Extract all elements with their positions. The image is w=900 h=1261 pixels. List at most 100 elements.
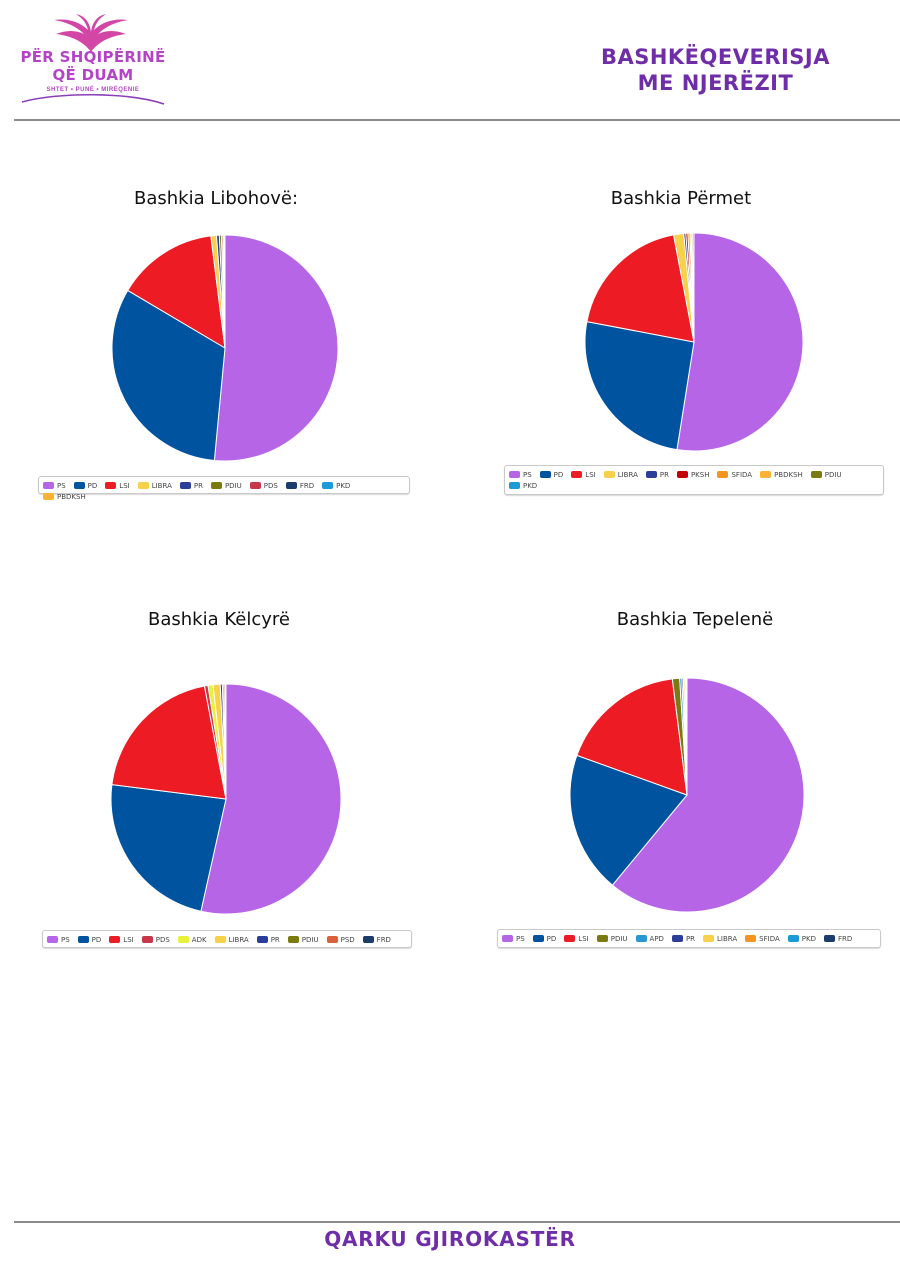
legend-item-ps[interactable]: PS bbox=[502, 933, 525, 944]
legend-label: LIBRA bbox=[717, 934, 738, 943]
chart-title-kelcyre: Bashkia Këlcyrë bbox=[148, 609, 290, 630]
legend-item-pd[interactable]: PD bbox=[539, 469, 564, 480]
legend-item-adk[interactable]: ADK bbox=[177, 934, 207, 945]
legend-item-pr[interactable]: PR bbox=[645, 469, 669, 480]
legend-label: PDS bbox=[263, 481, 278, 490]
legend-swatch bbox=[43, 493, 54, 500]
legend-item-pbdksh[interactable]: PBDKSH bbox=[760, 469, 803, 480]
legend-swatch bbox=[509, 471, 520, 478]
legend-swatch bbox=[645, 471, 657, 478]
legend-label: PD bbox=[87, 481, 98, 490]
legend-permet: PS PD LSI LIBRA PR PKSH SFIDA PBDKSH PDIU PKD bbox=[504, 465, 884, 495]
legend-item-pd[interactable]: PD bbox=[73, 480, 98, 491]
legend-label: PD bbox=[553, 470, 564, 479]
legend-kelcyre: PS PD LSI PDS ADK LIBRA PR PDIU PSD FRD bbox=[42, 930, 412, 948]
legend-label: PDIU bbox=[224, 481, 242, 490]
legend-item-pd[interactable]: PD bbox=[77, 934, 102, 945]
legend-label: SFIDA bbox=[759, 934, 780, 943]
logo-swoosh-icon bbox=[21, 93, 165, 105]
legend-item-pds[interactable]: PDS bbox=[141, 934, 170, 945]
legend-item-frd[interactable]: FRD bbox=[362, 934, 391, 945]
eagle-emblem-icon bbox=[54, 14, 128, 52]
pie-slice-ps bbox=[611, 677, 805, 913]
legend-item-apd[interactable]: APD bbox=[635, 933, 664, 944]
legend-swatch bbox=[249, 482, 261, 489]
pie-slice-pd bbox=[110, 784, 227, 912]
legend-label: PR bbox=[270, 935, 280, 944]
legend-item-pds[interactable]: PDS bbox=[249, 480, 278, 491]
legend-item-pkd[interactable]: PKD bbox=[509, 480, 537, 491]
legend-item-pdiu[interactable]: PDIU bbox=[287, 934, 319, 945]
legend-label: LSI bbox=[123, 935, 134, 944]
legend-label: PD bbox=[91, 935, 102, 944]
legend-item-libra[interactable]: LIBRA bbox=[137, 480, 172, 491]
pie-slice-lsi bbox=[576, 678, 688, 796]
legend-item-pbdksh[interactable]: PBDKSH bbox=[43, 491, 86, 502]
legend-item-pdiu[interactable]: PDIU bbox=[596, 933, 628, 944]
legend-label: PS bbox=[523, 470, 532, 479]
legend-label: FRD bbox=[299, 481, 315, 490]
legend-item-pd[interactable]: PD bbox=[532, 933, 556, 944]
footer-divider bbox=[14, 1221, 900, 1223]
legend-swatch bbox=[810, 471, 822, 478]
legend-item-psd[interactable]: PSD bbox=[326, 934, 355, 945]
chart-title-libohove: Bashkia Libohovë: bbox=[133, 188, 299, 209]
legend-item-pr[interactable]: PR bbox=[671, 933, 696, 944]
legend-tepelene: PS PD LSI PDIU APD PR LIBRA SFIDA PKD FRD bbox=[497, 929, 881, 948]
legend-swatch bbox=[137, 482, 149, 489]
legend-item-sfida[interactable]: SFIDA bbox=[745, 933, 780, 944]
legend-item-pkd[interactable]: PKD bbox=[322, 480, 350, 491]
legend-item-libra[interactable]: LIBRA bbox=[214, 934, 249, 945]
legend-swatch bbox=[509, 482, 520, 489]
legend-label: PDIU bbox=[610, 934, 628, 943]
legend-item-ps[interactable]: PS bbox=[47, 934, 70, 945]
header-title-line2: ME NJERËZIT bbox=[637, 71, 794, 95]
legend-label: PKD bbox=[336, 481, 351, 490]
legend-item-lsi[interactable]: LSI bbox=[105, 480, 130, 491]
legend-item-sfida[interactable]: SFIDA bbox=[717, 469, 752, 480]
pie-slice-ps bbox=[213, 234, 339, 462]
pie-slice-ps bbox=[200, 683, 342, 915]
legend-label: APD bbox=[649, 934, 664, 943]
legend-item-pdiu[interactable]: PDIU bbox=[810, 469, 842, 480]
legend-item-ps[interactable]: PS bbox=[509, 469, 532, 480]
legend-swatch bbox=[823, 935, 835, 942]
legend-item-lsi[interactable]: LSI bbox=[571, 469, 596, 480]
legend-swatch bbox=[603, 471, 615, 478]
legend-swatch bbox=[256, 936, 268, 943]
legend-item-ps[interactable]: PS bbox=[43, 480, 66, 491]
legend-swatch bbox=[177, 936, 189, 943]
legend-label: PDIU bbox=[301, 935, 319, 944]
legend-item-pr[interactable]: PR bbox=[256, 934, 280, 945]
legend-item-frd[interactable]: FRD bbox=[285, 480, 315, 491]
pie-slice-lsi bbox=[586, 234, 695, 343]
legend-item-pr[interactable]: PR bbox=[179, 480, 203, 491]
legend-label: PKSH bbox=[690, 470, 710, 479]
pie-slice-pd bbox=[111, 289, 226, 462]
legend-swatch bbox=[326, 936, 338, 943]
legend-item-lsi[interactable]: LSI bbox=[564, 933, 589, 944]
legend-item-lsi[interactable]: LSI bbox=[109, 934, 134, 945]
chart-title-tepelene: Bashkia Tepelenë bbox=[616, 609, 774, 630]
legend-swatch bbox=[73, 482, 85, 489]
logo-text-line2: QË DUAM bbox=[52, 66, 134, 84]
legend-label: PSD bbox=[340, 935, 355, 944]
legend-item-libra[interactable]: LIBRA bbox=[703, 933, 737, 944]
legend-item-pkd[interactable]: PKD bbox=[787, 933, 816, 944]
pie-slice-frd bbox=[224, 683, 227, 800]
legend-label: PKD bbox=[801, 934, 816, 943]
header-title-line1: BASHKËQEVERISJA bbox=[600, 45, 830, 69]
legend-swatch bbox=[210, 482, 222, 489]
legend-swatch bbox=[109, 936, 121, 943]
legend-item-pksh[interactable]: PKSH bbox=[676, 469, 710, 480]
legend-label: PR bbox=[685, 934, 696, 943]
legend-label: LSI bbox=[578, 934, 589, 943]
legend-item-libra[interactable]: LIBRA bbox=[603, 469, 638, 480]
legend-item-pdiu[interactable]: PDIU bbox=[210, 480, 242, 491]
legend-item-frd[interactable]: FRD bbox=[823, 933, 852, 944]
legend-swatch bbox=[676, 471, 688, 478]
legend-swatch bbox=[571, 471, 583, 478]
legend-swatch bbox=[564, 935, 576, 942]
legend-label: PDIU bbox=[824, 470, 842, 479]
legend-label: PS bbox=[516, 934, 525, 943]
